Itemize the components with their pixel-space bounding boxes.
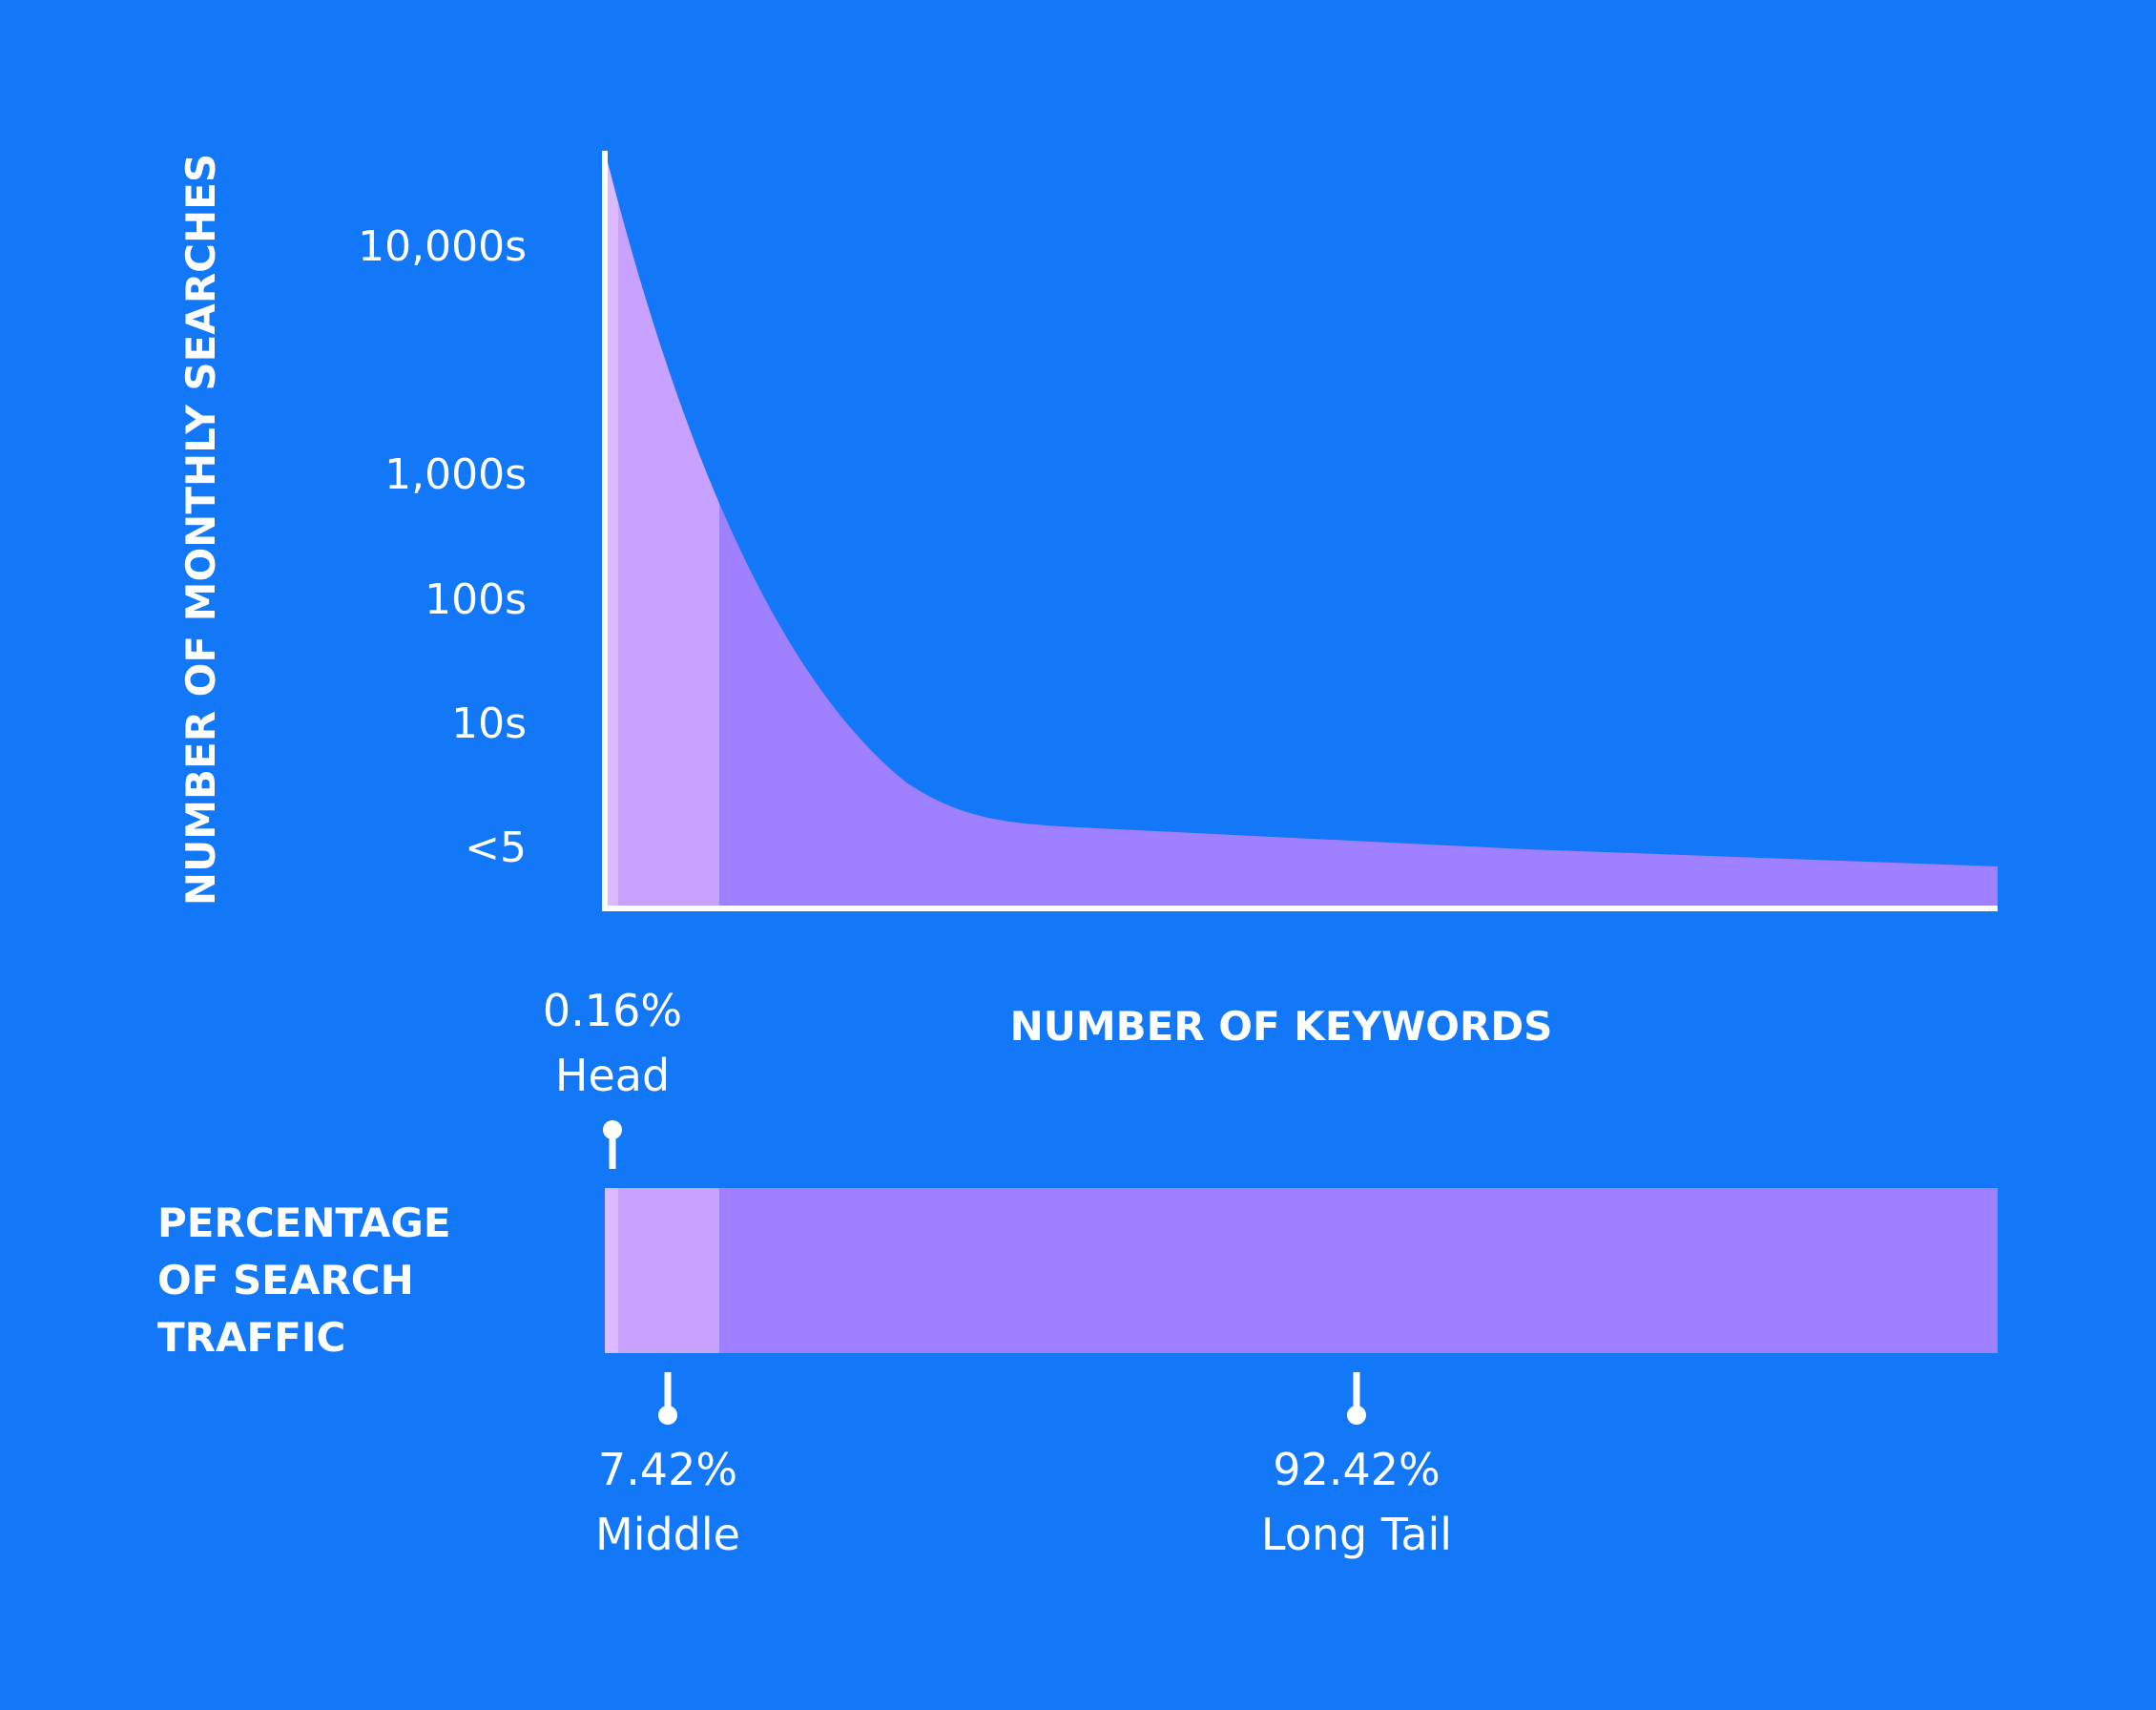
curve-area bbox=[605, 151, 1998, 908]
bar-segment-head bbox=[605, 1188, 618, 1353]
long-tail-percent: 92.42% bbox=[1273, 1444, 1440, 1495]
x-axis-title: NUMBER OF KEYWORDS bbox=[1010, 1003, 1553, 1050]
long-tail-marker: 92.42% Long Tail bbox=[1261, 1372, 1452, 1560]
y-tick-label: 10s bbox=[451, 699, 527, 748]
y-tick-label: 100s bbox=[425, 575, 527, 624]
long-tail-marker-dot bbox=[1347, 1406, 1366, 1425]
area-head bbox=[605, 151, 618, 908]
middle-marker-dot bbox=[658, 1406, 677, 1425]
bar-segment-middle bbox=[618, 1188, 720, 1353]
middle-percent: 7.42% bbox=[598, 1444, 737, 1495]
bar-title-line: TRAFFIC bbox=[157, 1314, 346, 1361]
head-name: Head bbox=[555, 1050, 670, 1101]
head-percent: 0.16% bbox=[543, 985, 682, 1036]
y-tick-label: 1,000s bbox=[384, 450, 527, 499]
y-tick-labels: 10,000s 1,000s 100s 10s <5 bbox=[358, 222, 527, 872]
bar-title-line: OF SEARCH bbox=[157, 1257, 414, 1303]
y-axis-title: NUMBER OF MONTHLY SEARCHES bbox=[177, 154, 224, 906]
head-marker-dot bbox=[603, 1120, 622, 1139]
bar-title-line: PERCENTAGE bbox=[157, 1199, 451, 1246]
y-tick-label: 10,000s bbox=[358, 222, 527, 271]
area-middle bbox=[618, 151, 720, 908]
long-tail-name: Long Tail bbox=[1261, 1509, 1452, 1560]
area-long-tail bbox=[719, 151, 1998, 908]
y-tick-label: <5 bbox=[465, 824, 527, 872]
middle-name: Middle bbox=[595, 1509, 740, 1560]
head-marker: 0.16% Head bbox=[543, 985, 682, 1169]
bar-title: PERCENTAGE OF SEARCH TRAFFIC bbox=[157, 1195, 451, 1366]
middle-marker: 7.42% Middle bbox=[595, 1372, 740, 1560]
bar-segment-long-tail bbox=[719, 1188, 1998, 1353]
traffic-bar bbox=[605, 1188, 1998, 1353]
